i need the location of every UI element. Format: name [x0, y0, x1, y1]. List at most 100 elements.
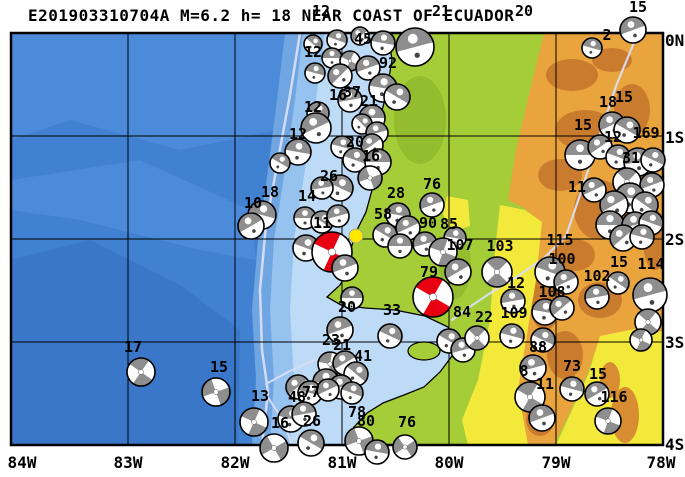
- focal-mechanism-beachball: [584, 381, 610, 407]
- focal-mechanism-layer: [126, 16, 668, 465]
- focal-mechanism-beachball: [613, 116, 641, 144]
- depth-label: 8: [519, 362, 528, 380]
- focal-mechanism-beachball: [357, 165, 383, 191]
- terrain-yellow-band: [462, 205, 542, 445]
- depth-label: 21: [432, 2, 450, 20]
- depth-label: 76: [398, 413, 416, 431]
- depth-label: 28: [387, 184, 405, 202]
- focal-mechanism-beachball: [326, 174, 354, 202]
- focal-mechanism-beachball: [581, 37, 603, 59]
- y-tick-label: 3S: [665, 333, 684, 352]
- depth-label: 48: [288, 388, 306, 406]
- focal-mechanism-beachball: [342, 147, 368, 173]
- depth-label: 15: [210, 358, 228, 376]
- focal-mechanism-beachball: [481, 256, 513, 288]
- depth-label: 20: [338, 298, 356, 316]
- focal-mechanism-beachball: [549, 295, 575, 321]
- depth-label: 109: [500, 304, 527, 322]
- depth-label: 11: [568, 178, 586, 196]
- depth-label: 26: [320, 167, 338, 185]
- x-tick-label: 82W: [221, 453, 250, 472]
- focal-mechanism-beachball: [530, 327, 556, 353]
- focal-mechanism-beachball: [364, 439, 390, 465]
- y-tick-label: 0N: [665, 31, 684, 50]
- focal-mechanism-beachball: [553, 269, 579, 295]
- focal-mechanism-beachball: [239, 407, 269, 437]
- depth-label: 107: [446, 236, 473, 254]
- focal-mechanism-beachball: [350, 26, 370, 46]
- depth-label: 15: [610, 253, 628, 271]
- focal-mechanism-beachball: [377, 323, 403, 349]
- depth-label: 20: [346, 133, 364, 151]
- depth-label: 10: [244, 194, 262, 212]
- island: [407, 341, 441, 361]
- depth-label: 85: [440, 215, 458, 233]
- focal-mechanism-beachball: [327, 63, 353, 89]
- focal-mechanism-beachball: [304, 62, 326, 84]
- depth-label: 169: [632, 124, 659, 142]
- depth-label: 80: [357, 412, 375, 430]
- x-tick-label: 81W: [328, 453, 357, 472]
- focal-mechanism-beachball: [297, 429, 325, 457]
- depth-label: 77: [302, 383, 320, 401]
- focal-mechanism-beachball: [581, 177, 607, 203]
- depth-label: 16: [329, 86, 347, 104]
- depth-label: 20: [515, 2, 533, 20]
- focal-mechanism-beachball: [428, 237, 458, 267]
- depth-label: 23: [322, 331, 340, 349]
- depth-label: 116: [600, 388, 627, 406]
- depth-label: 79: [420, 263, 438, 281]
- terrain-brown-patch: [592, 48, 632, 72]
- depth-label: 12: [304, 98, 322, 116]
- focal-mechanism-beachball: [284, 138, 312, 166]
- depth-label: 90: [419, 214, 437, 232]
- focal-mechanism-beachball: [237, 212, 265, 240]
- depth-label: 12: [604, 128, 622, 146]
- focal-mechanism-beachball: [303, 34, 323, 54]
- depth-label: 33: [383, 301, 401, 319]
- depth-label: 45: [354, 30, 372, 48]
- depth-label: 88: [529, 338, 547, 356]
- focal-mechanism-beachball: [419, 192, 445, 218]
- focal-mechanism-beachball: [559, 376, 585, 402]
- depth-label: 76: [423, 175, 441, 193]
- depth-label: 2: [602, 26, 611, 44]
- depth-label: 73: [563, 357, 581, 375]
- focal-mechanism-beachball: [316, 378, 340, 402]
- focal-mechanism-beachball: [340, 286, 364, 310]
- depth-label: 12: [304, 43, 322, 61]
- focal-mechanism-beachball: [640, 147, 666, 173]
- depth-label: 18: [261, 183, 279, 201]
- focal-mechanism-red: [412, 276, 454, 318]
- depth-label: 12: [507, 274, 525, 292]
- x-tick-label: 79W: [542, 453, 571, 472]
- focal-mechanism-beachball: [300, 112, 332, 144]
- depth-label: 15: [589, 365, 607, 383]
- depth-label: 108: [538, 283, 565, 301]
- focal-mechanism-beachball: [619, 16, 647, 44]
- focal-mechanism-beachball: [392, 434, 418, 460]
- depth-label: 103: [486, 237, 513, 255]
- focal-mechanism-beachball: [584, 284, 610, 310]
- plot-title: E201903310704A M=6.2 h= 18 NEAR COAST OF…: [28, 6, 514, 25]
- terrain-brown-patch: [555, 239, 595, 271]
- epicenter-marker: [348, 228, 364, 244]
- ocean-shade: [11, 33, 290, 150]
- depth-label: 100: [548, 250, 575, 268]
- focal-mechanism-beachball: [629, 328, 653, 352]
- depth-label: 12: [289, 125, 307, 143]
- depth-label: 58: [374, 205, 392, 223]
- depth-label: 78: [348, 403, 366, 421]
- trench-line: [258, 33, 302, 445]
- focal-mechanism-beachball: [291, 401, 317, 427]
- focal-mechanism-beachball: [444, 258, 472, 286]
- depth-label: 21: [333, 336, 351, 354]
- terrain-yellow-band: [443, 196, 470, 232]
- focal-mechanism-beachball: [594, 407, 622, 435]
- focal-mechanism-beachball: [514, 381, 546, 413]
- focal-mechanism-beachball: [370, 30, 396, 56]
- depth-label: 31: [622, 149, 640, 167]
- focal-mechanism-beachball: [355, 55, 381, 81]
- focal-mechanism-beachball: [383, 83, 411, 111]
- depth-label: 17: [124, 338, 142, 356]
